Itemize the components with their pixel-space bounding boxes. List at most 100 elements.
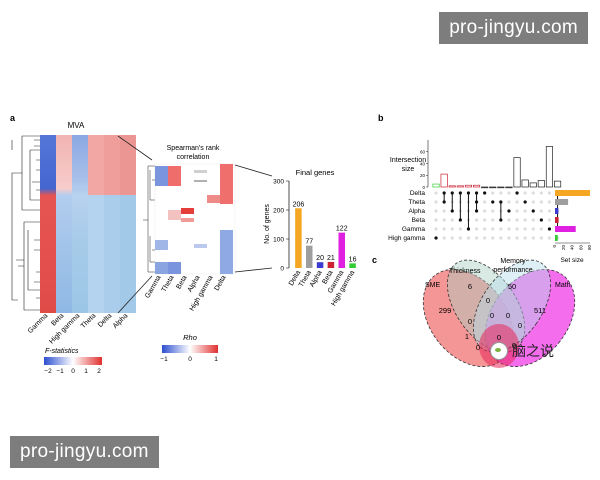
upset-bars bbox=[432, 146, 562, 189]
venn-value: 0 bbox=[497, 333, 501, 342]
upset-matrix-dot bbox=[450, 218, 454, 222]
final-genes-axis: 0 100 200 300 bbox=[273, 179, 290, 273]
upset-y-tick-label: 60 bbox=[420, 150, 426, 155]
upset-matrix-dot bbox=[491, 209, 495, 213]
mva-legend-tick: 0 bbox=[71, 368, 75, 375]
upset-matrix-dot bbox=[483, 209, 487, 213]
venn-value: 0 bbox=[486, 296, 490, 305]
upset-row-label: Theta bbox=[408, 199, 425, 206]
upset-intersection-bar bbox=[481, 186, 489, 189]
venn-set-labels: SME Thickness Memory performance Math bbox=[425, 258, 571, 289]
venn-value: 0 bbox=[468, 317, 472, 326]
final-genes-bar bbox=[338, 232, 345, 268]
upset-matrix-dot bbox=[466, 236, 471, 240]
upset-matrix-dot bbox=[531, 218, 535, 222]
upset-matrix-dot bbox=[474, 227, 479, 231]
upset-intersection-bar bbox=[513, 157, 521, 188]
upset-matrix bbox=[434, 191, 560, 240]
final-genes-bar bbox=[306, 245, 313, 268]
upset-matrix-dot bbox=[491, 236, 495, 240]
upset-set-size-bar bbox=[555, 226, 576, 232]
wechat-bubble-icon bbox=[490, 342, 508, 360]
upset-ylabel-line2: size bbox=[402, 166, 415, 173]
upset-matrix-dot bbox=[515, 236, 519, 240]
upset-matrix-dot bbox=[491, 191, 495, 195]
upset-set-size-tick-label: 0 bbox=[552, 245, 557, 248]
upset-intersection-bar bbox=[489, 186, 497, 189]
upset-matrix-dot bbox=[491, 200, 495, 204]
upset-matrix-dot bbox=[434, 209, 438, 213]
panel-label-b: b bbox=[378, 113, 384, 123]
venn-label-thickness: Thickness bbox=[449, 268, 481, 275]
mva-legend-ticks: −2 −1 0 1 2 bbox=[44, 368, 101, 375]
spearman-legend-title: Rho bbox=[183, 333, 197, 342]
final-genes-bar bbox=[327, 261, 335, 268]
connector-spearman-final bbox=[234, 164, 273, 273]
final-genes-data-label: 206 bbox=[293, 201, 305, 208]
final-genes-data-label: 77 bbox=[305, 239, 313, 246]
upset-matrix-dot bbox=[531, 227, 535, 231]
upset-matrix-dot bbox=[531, 191, 535, 195]
upset-matrix-dot bbox=[434, 200, 438, 204]
spearman-legend-tick: −1 bbox=[160, 356, 168, 363]
venn-value: 0 bbox=[512, 341, 516, 350]
upset-set-size-tick-label: 20 bbox=[561, 245, 566, 251]
brand-logo-text: 脑之说 bbox=[512, 343, 554, 359]
upset-matrix-dot bbox=[515, 227, 519, 231]
upset-matrix-dot bbox=[483, 191, 487, 195]
final-genes-y-tick-label: 200 bbox=[273, 208, 284, 215]
spearman-col-label: Theta bbox=[161, 274, 176, 293]
upset-matrix-dot bbox=[483, 236, 487, 240]
watermark-top: pro-jingyu.com bbox=[439, 12, 588, 44]
upset-row-label: Delta bbox=[410, 190, 426, 197]
upset-matrix-dot bbox=[539, 191, 543, 195]
spearman-colorbar bbox=[162, 345, 218, 353]
upset-intersection-bar bbox=[497, 186, 505, 189]
upset-matrix-dot bbox=[450, 236, 454, 240]
upset-matrix-dot bbox=[523, 218, 527, 222]
upset-matrix-dot bbox=[523, 227, 527, 231]
spearman-title-line2: correlation bbox=[177, 154, 210, 161]
final-genes-y-tick-label: 0 bbox=[280, 266, 284, 273]
upset-intersection-bar bbox=[448, 185, 456, 188]
upset-matrix-dot bbox=[515, 209, 519, 213]
upset-matrix-dot bbox=[547, 227, 552, 231]
upset-matrix-dot bbox=[523, 191, 527, 195]
spearman-legend-ticks: −1 0 1 bbox=[160, 356, 218, 363]
final-genes-y-tick-label: 100 bbox=[273, 237, 284, 244]
upset-intersection-bar bbox=[537, 180, 545, 188]
upset-y-tick-label: 0 bbox=[422, 185, 425, 190]
venn-values: 299 6 50 511 0 0 0 0 0 1 0 0 0 0 bbox=[439, 282, 546, 360]
venn-diagram bbox=[422, 259, 576, 368]
upset-matrix-dot bbox=[531, 200, 535, 204]
upset-matrix-dot bbox=[507, 218, 511, 222]
upset-matrix-dot bbox=[434, 227, 438, 231]
venn-label-memory-line1: Memory bbox=[500, 258, 526, 265]
final-genes-data-label: 16 bbox=[349, 256, 357, 263]
mva-title: MVA bbox=[68, 121, 85, 130]
upset-matrix-dot bbox=[483, 200, 487, 204]
venn-value: 6 bbox=[468, 282, 472, 291]
spearman-dendrogram bbox=[143, 165, 155, 273]
upset-matrix-dot bbox=[499, 227, 503, 231]
upset-row-label: Beta bbox=[412, 217, 426, 224]
upset-matrix-dot bbox=[442, 236, 446, 240]
upset-matrix-dot bbox=[474, 218, 479, 222]
upset-matrix-dot bbox=[434, 236, 438, 240]
upset-matrix-dot bbox=[523, 200, 527, 204]
upset-matrix-dot bbox=[483, 218, 487, 222]
upset-matrix-dot bbox=[442, 218, 446, 222]
upset-matrix-dot bbox=[539, 227, 543, 231]
upset-intersection-bar bbox=[432, 183, 440, 188]
upset-matrix-dot bbox=[547, 209, 552, 213]
upset-matrix-dot bbox=[491, 227, 495, 231]
upset-matrix-dot bbox=[539, 218, 543, 222]
final-genes-title: Final genes bbox=[296, 168, 335, 177]
final-genes-data-label: 21 bbox=[327, 255, 335, 262]
upset-matrix-dot bbox=[547, 191, 552, 195]
mva-column-labels: Gamma Beta High gamma Theta Delta Alpha bbox=[27, 312, 130, 345]
upset-row-labels: Delta Theta Alpha Beta Gamma High gamma bbox=[388, 190, 425, 242]
upset-intersection-bar bbox=[464, 184, 473, 188]
upset-set-size-bar bbox=[555, 190, 590, 196]
upset-y-tick-label: 40 bbox=[420, 161, 426, 166]
